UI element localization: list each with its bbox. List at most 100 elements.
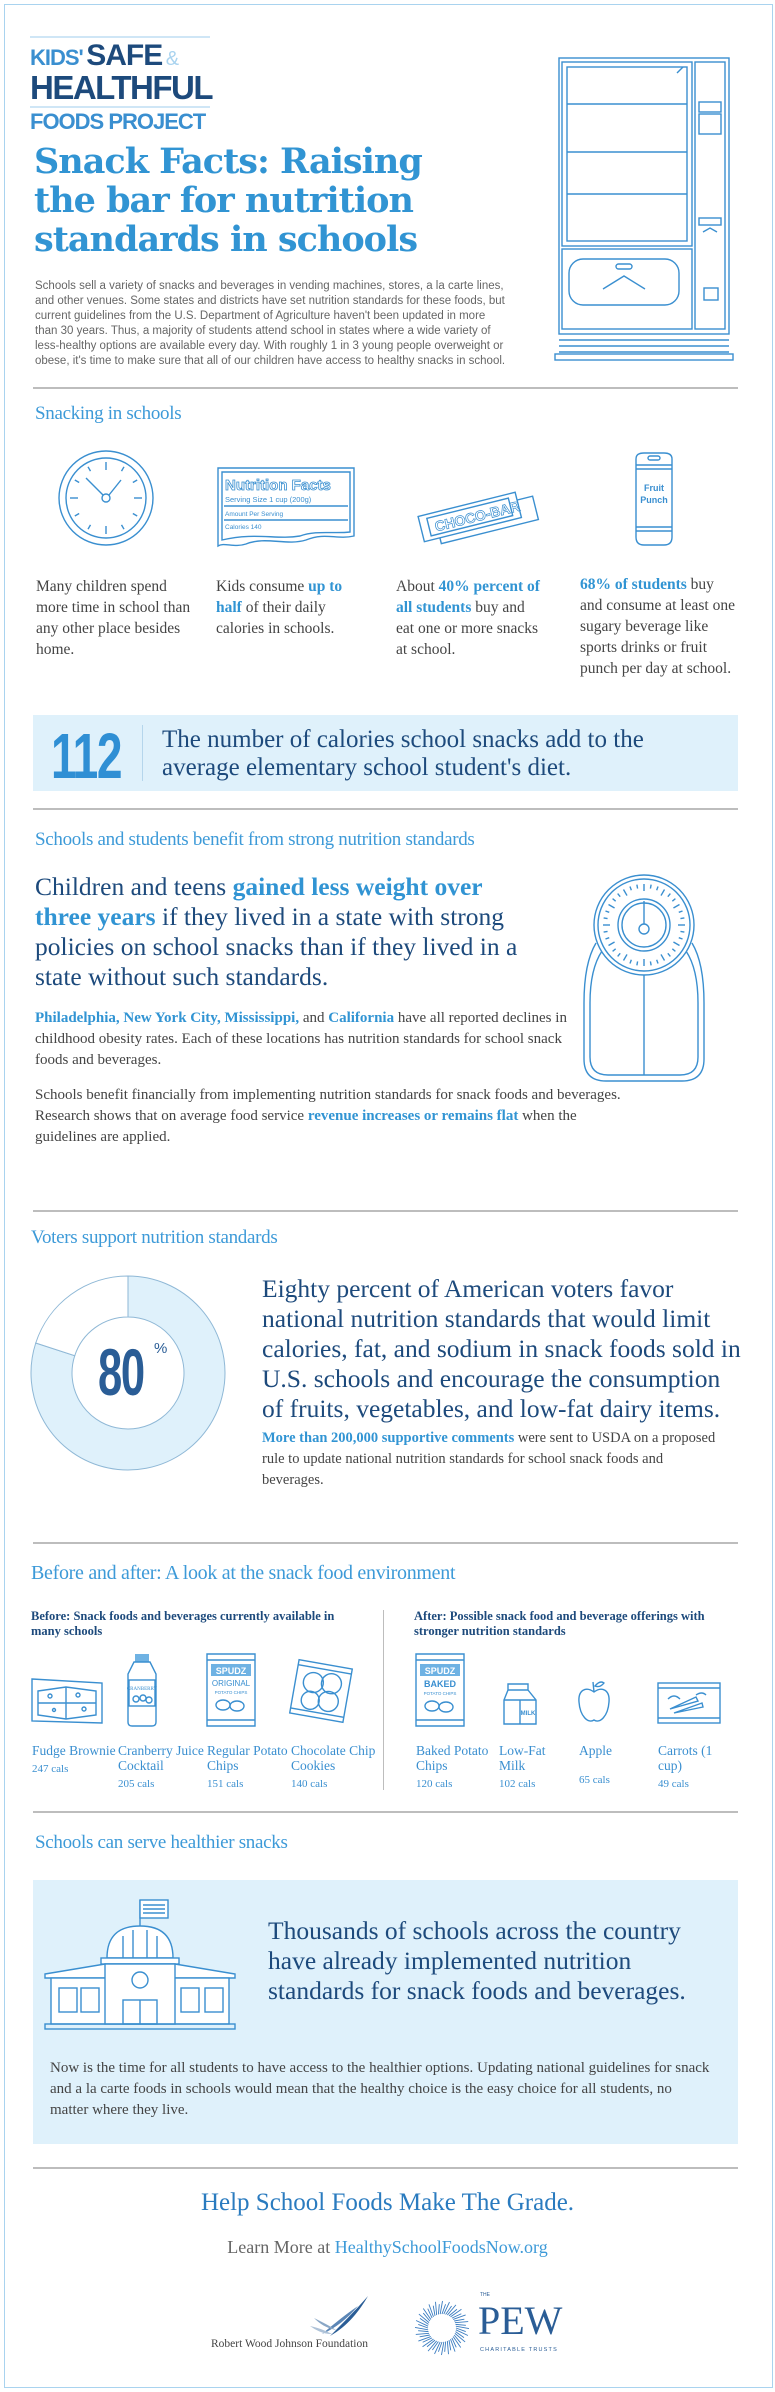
sunburst-ray: [443, 2301, 450, 2315]
sunburst-ray: [441, 2304, 447, 2315]
sunburst-ray: [422, 2308, 432, 2320]
scale-tick: [673, 903, 680, 909]
rwjf-logo: Robert Wood Johnson Foundation: [205, 2296, 375, 2356]
before-item-regular-chips: Regular Potato Chips 151 cals: [207, 1743, 289, 1791]
after-item-apple: Apple 65 cals: [579, 1743, 649, 1787]
divider: [33, 2167, 738, 2169]
bottle-label-text: CRANBERRY: [127, 1687, 158, 1692]
locations-highlight: California: [328, 1010, 395, 1026]
healthier-paragraph: Now is the time for all students to have…: [50, 2060, 710, 2118]
learn-more-text: Learn More at: [227, 2237, 335, 2257]
sunburst-ray: [454, 2318, 465, 2322]
clock-tick: [87, 524, 92, 530]
pew-logo: THE PEW CHARITABLE TRUSTS: [412, 2292, 582, 2362]
scale-tick: [603, 917, 608, 920]
fact-text: About: [396, 578, 439, 595]
pew-the: THE: [480, 2292, 490, 2298]
scale-tick: [667, 893, 671, 898]
baked-chips-bag-icon: SPUDZ BAKED POTATO CHIPS: [415, 1653, 465, 1727]
sunburst-ray: [446, 2340, 449, 2355]
callout-divider: [142, 725, 143, 781]
sunburst-ray: [450, 2338, 456, 2352]
clock-tick: [87, 466, 92, 472]
intro-paragraph: Schools sell a variety of snacks and bev…: [35, 280, 506, 367]
serving-size-text: Serving Size 1 cup (200g): [225, 495, 312, 504]
sunburst-ray: [435, 2301, 438, 2316]
chips-brand-text: SPUDZ: [216, 1666, 247, 1676]
scale-tick: [660, 954, 666, 961]
scale-tick: [622, 954, 628, 961]
sunburst-ray: [455, 2329, 469, 2336]
logo-rule: [30, 36, 210, 38]
brownie-icon: [31, 1678, 103, 1724]
chips-type-text: POTATO CHIPS: [215, 1690, 248, 1695]
sunburst-ray: [455, 2323, 466, 2326]
locations-highlight: Philadelphia, New York City, Mississippi…: [35, 1010, 300, 1026]
nutrition-facts-text: Nutrition Facts: [225, 477, 331, 494]
before-item-cranberry-juice: Cranberry Juice Cocktail 205 cals: [118, 1743, 204, 1791]
comments-highlight: More than 200,000 supportive comments: [262, 1430, 515, 1446]
scale-tick: [612, 948, 617, 952]
sunburst-ray: [450, 2308, 462, 2318]
sunburst-ray: [418, 2330, 429, 2333]
website-link[interactable]: HealthySchoolFoodsNow.org: [334, 2237, 548, 2257]
calories-text: Calories 140: [225, 524, 262, 531]
divider: [33, 1811, 738, 1813]
juice-bottle-icon: CRANBERRY: [127, 1654, 158, 1727]
para-text: Schools benefit financially from impleme…: [35, 1087, 621, 1124]
scale-tick: [629, 959, 633, 964]
sunburst-ray: [455, 2327, 466, 2333]
scale-tick: [671, 898, 676, 902]
sunburst-ray: [426, 2339, 436, 2348]
sunburst-ray: [444, 2341, 447, 2352]
scale-tick: [671, 948, 676, 952]
sunburst-ray: [439, 2300, 443, 2315]
item-name: Fudge Brownie: [32, 1743, 116, 1758]
item-name: Apple: [579, 1743, 612, 1758]
before-item-fudge-brownie: Fudge Brownie 247 cals: [32, 1743, 118, 1776]
percent-value: 80: [98, 1335, 145, 1409]
section-heading-snacking: Snacking in schools: [35, 403, 182, 424]
scale-tick: [673, 941, 680, 947]
cookies-bag-icon: [288, 1658, 354, 1724]
title-line: Snack Facts: Raising: [34, 141, 423, 182]
call-to-action-heading: Help School Foods Make The Grade.: [200, 2189, 575, 2216]
section-heading-before-after: Before and after: A look at the snack fo…: [31, 1562, 456, 1584]
before-after-divider: [383, 1610, 384, 1790]
amount-per-serving-text: Amount Per Serving: [225, 511, 284, 518]
logo-amp: &: [165, 48, 179, 70]
callout-number: 112: [51, 720, 122, 792]
clock-icon: [58, 450, 154, 546]
chips-original-text: ORIGINAL: [212, 1679, 251, 1688]
comments-paragraph: More than 200,000 supportive comments we…: [262, 1428, 722, 1491]
scale-tick: [605, 936, 610, 940]
fact-text: buy and consume at least one sugary beve…: [580, 576, 735, 677]
baked-chips-type-text: POTATO CHIPS: [424, 1691, 457, 1696]
donut-segment-support: [30, 1275, 226, 1471]
para-text: and: [299, 1010, 329, 1026]
soda-can-icon: Fruit Punch: [635, 452, 673, 546]
nutrition-label-icon: Nutrition Facts Serving Size 1 cup (200g…: [217, 467, 355, 548]
rwjf-wing-icon: [310, 2296, 368, 2336]
item-name: Chocolate Chip Cookies: [291, 1743, 376, 1773]
sunburst-ray: [414, 2327, 429, 2331]
snacking-fact-calories: Kids consume up to half of their daily c…: [216, 576, 366, 639]
sunburst-ray: [452, 2336, 462, 2348]
donut-segment-remaining: [35, 1275, 129, 1357]
carrots-bag-icon: [657, 1682, 721, 1724]
scale-tick: [629, 886, 633, 891]
pew-subtitle: CHARITABLE TRUSTS: [480, 2347, 558, 2353]
scale-tick: [605, 910, 610, 914]
sunburst-ray: [432, 2341, 439, 2351]
healthier-panel: Thousands of schools across the country …: [33, 1880, 738, 2144]
scale-tick: [660, 889, 666, 896]
clock-tick: [120, 466, 125, 472]
statement-highlight: gained less weight over three years: [35, 872, 483, 931]
statement-text: Children and teens: [35, 872, 233, 901]
after-item-baked-chips: Baked Potato Chips 120 cals: [416, 1743, 496, 1791]
financial-benefit-paragraph: Schools benefit financially from impleme…: [35, 1085, 625, 1148]
fact-highlight: 40% percent of all students: [396, 578, 540, 616]
healthier-text-block: Thousands of schools across the country …: [50, 1916, 720, 2121]
clock-tick: [132, 512, 138, 517]
